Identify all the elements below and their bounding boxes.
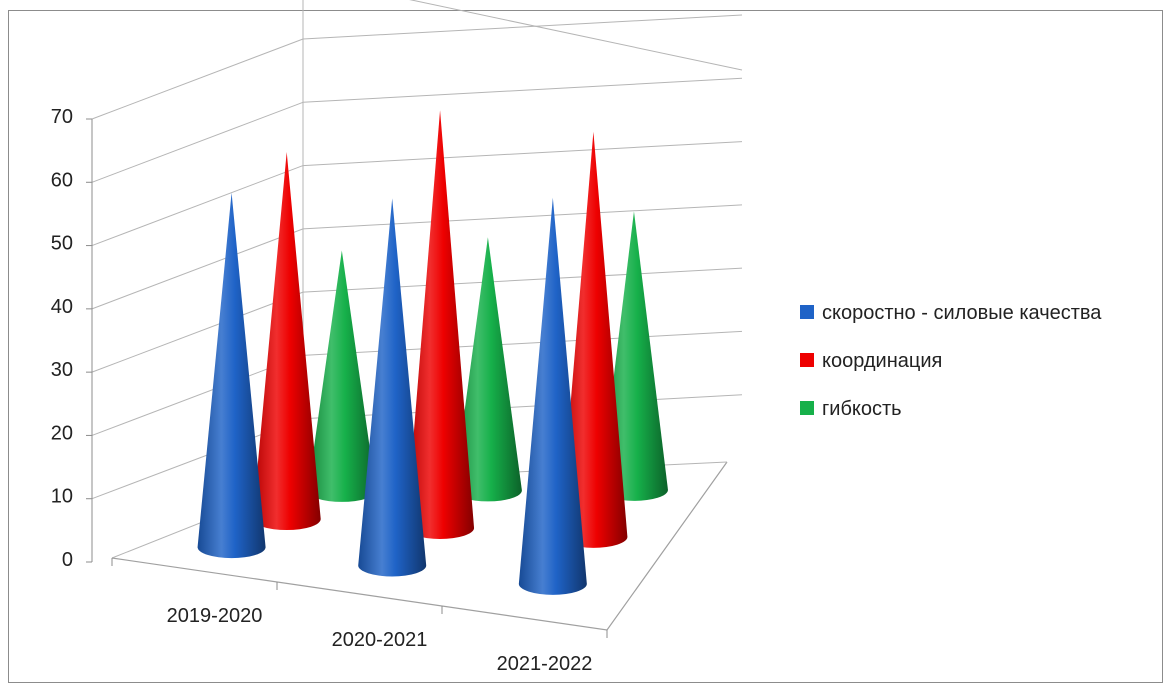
cone-body bbox=[559, 131, 628, 548]
y-tick-label: 40 bbox=[51, 296, 73, 318]
legend-swatch bbox=[800, 401, 814, 415]
legend-swatch bbox=[800, 305, 814, 319]
side-gridline bbox=[91, 101, 304, 183]
y-axis-tick-labels: 0 10 20 30 40 50 60 70 bbox=[51, 106, 73, 571]
axes bbox=[86, 118, 608, 638]
back-gridline bbox=[302, 77, 743, 103]
side-gridline bbox=[91, 38, 304, 120]
cone-body bbox=[453, 237, 522, 502]
cone-0-2 bbox=[518, 197, 587, 595]
back-wall-top bbox=[409, 0, 743, 71]
back-gridline bbox=[302, 394, 743, 420]
back-gridline bbox=[302, 330, 743, 356]
cone-body bbox=[307, 250, 376, 502]
cone-0-0 bbox=[197, 192, 266, 559]
back-gridline bbox=[302, 14, 743, 40]
cone-body bbox=[252, 151, 321, 531]
cones bbox=[197, 110, 668, 595]
back-gridline bbox=[302, 267, 743, 293]
y-tick-label: 30 bbox=[51, 359, 73, 381]
side-gridline bbox=[91, 165, 304, 247]
y-tick-label: 70 bbox=[51, 106, 73, 128]
y-tick-label: 20 bbox=[51, 422, 73, 444]
y-tick-label: 60 bbox=[51, 169, 73, 191]
x-category-label: 2019-2020 bbox=[167, 605, 263, 627]
y-tick-label: 0 bbox=[62, 549, 73, 571]
cone-body bbox=[358, 198, 427, 577]
cone-2-1 bbox=[453, 237, 522, 502]
back-gridline bbox=[302, 141, 743, 167]
side-gridline bbox=[91, 291, 304, 373]
cone-body bbox=[406, 110, 475, 539]
y-tick-label: 50 bbox=[51, 233, 73, 255]
cone-2-0 bbox=[307, 250, 376, 502]
back-gridline bbox=[302, 204, 743, 230]
cone-1-1 bbox=[406, 110, 475, 539]
cone-0-1 bbox=[358, 198, 427, 577]
y-tick-label: 10 bbox=[51, 486, 73, 508]
legend-label: гибкость bbox=[822, 398, 902, 420]
side-gridline bbox=[91, 228, 304, 310]
legend: скоростно - силовые качества координация г… bbox=[800, 302, 1102, 420]
x-category-label: 2021-2022 bbox=[497, 653, 593, 675]
legend-swatch bbox=[800, 353, 814, 367]
cone-body bbox=[197, 192, 266, 559]
cone-1-2 bbox=[559, 131, 628, 548]
cone-1-0 bbox=[252, 151, 321, 531]
legend-label: скоростно - силовые качества bbox=[822, 302, 1102, 324]
x-category-label: 2020-2021 bbox=[332, 629, 428, 651]
legend-label: координация bbox=[822, 350, 942, 372]
cone-body bbox=[518, 197, 587, 595]
x-axis-category-labels: 2019-2020 2020-2021 2021-2022 bbox=[167, 605, 593, 675]
